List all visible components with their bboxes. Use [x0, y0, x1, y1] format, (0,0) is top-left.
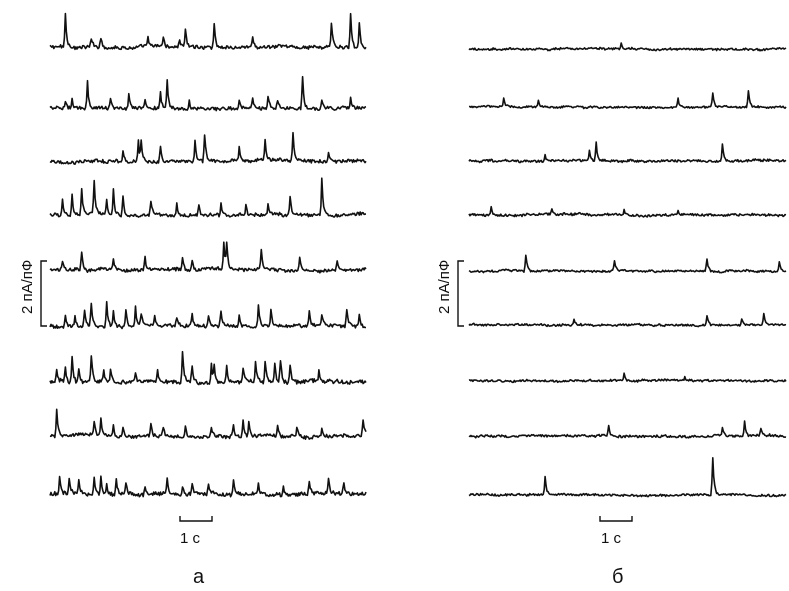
panel-a-trace-4 — [49, 177, 366, 218]
panel-b-trace-2 — [468, 90, 787, 110]
panel-a-trace-2 — [49, 75, 367, 112]
panel-b-amplitude-scale-bar — [457, 260, 464, 327]
panel-a-trace-7 — [49, 350, 367, 386]
panel-a-trace-6 — [49, 300, 366, 330]
panel-b-trace-1 — [468, 42, 787, 52]
panel-b-y-scale-label: 2 пА/пФ — [436, 259, 453, 314]
panel-b-label: б — [612, 566, 624, 588]
panel-b-trace-6 — [468, 312, 787, 328]
panel-a-trace-3 — [49, 131, 367, 165]
panel-b-time-scale-bar — [599, 516, 633, 522]
panel-a-x-scale-label: 1 с — [180, 530, 201, 547]
panel-a-y-scale-label: 2 пА/пФ — [19, 259, 36, 314]
panel-a-time-scale-bar — [179, 516, 213, 522]
panel-b-trace-5 — [468, 254, 787, 274]
panel-b-trace-3 — [468, 141, 787, 164]
panel-a-trace-1 — [49, 12, 367, 51]
panel-b-trace-7 — [468, 372, 787, 384]
panel-a-amplitude-scale-bar — [40, 260, 47, 327]
panel-b-trace-8 — [468, 420, 787, 439]
panel-a-trace-5 — [49, 241, 367, 274]
panel-b-trace-4 — [468, 205, 787, 218]
panel-b-x-scale-label: 1 с — [601, 530, 622, 547]
panel-a-label: а — [193, 566, 205, 588]
panel-b-trace-9 — [468, 457, 787, 498]
panel-a-trace-8 — [49, 408, 367, 440]
panel-a-trace-9 — [49, 475, 367, 498]
